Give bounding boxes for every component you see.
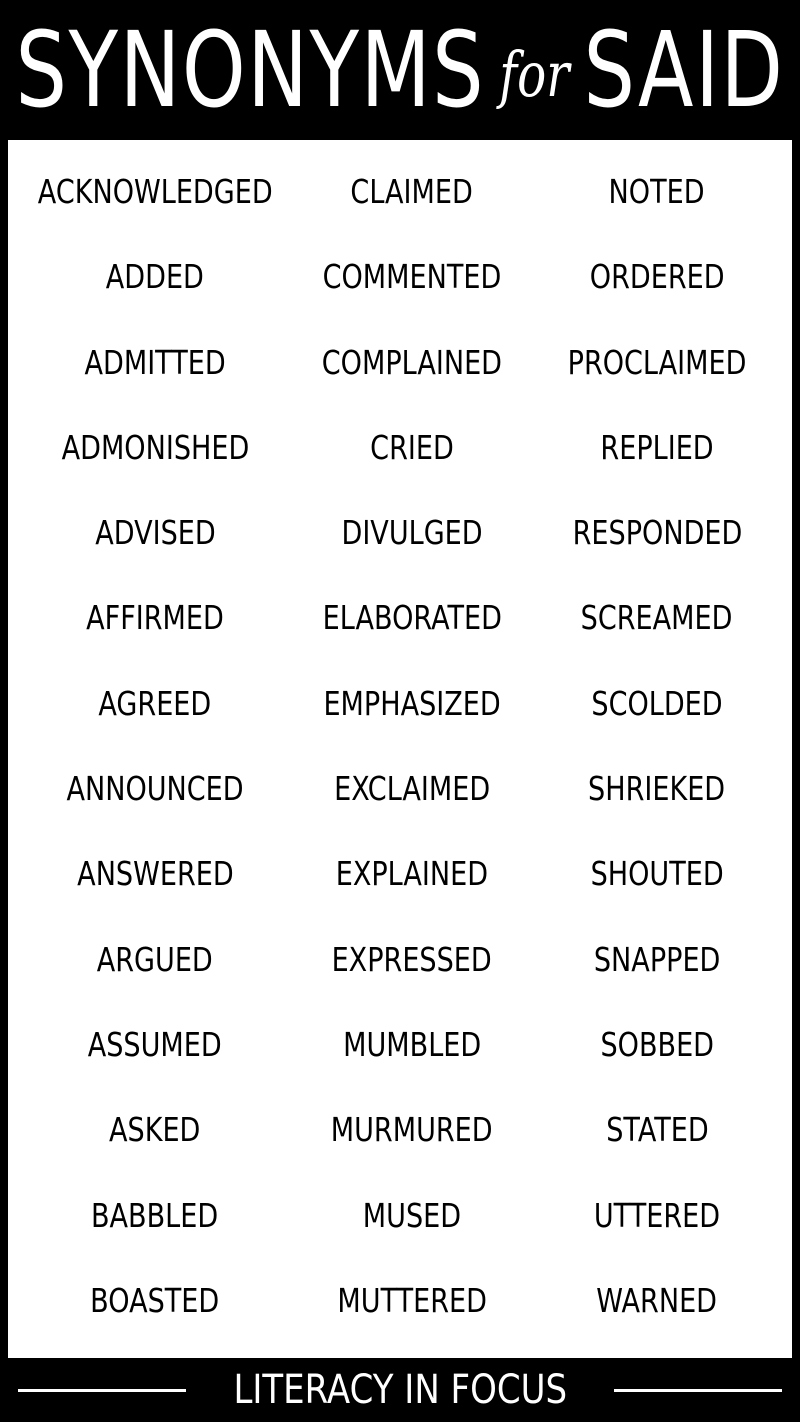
synonym-word-text: ARGUED: [96, 939, 214, 979]
synonym-word: ARGUED: [8, 932, 302, 1017]
synonym-word: SCOLDED: [522, 676, 792, 761]
synonym-word: SHOUTED: [522, 846, 792, 931]
synonym-word: SHRIEKED: [522, 761, 792, 846]
synonym-word-text: EMPHASIZED: [323, 683, 501, 723]
synonym-word: STATED: [522, 1102, 792, 1187]
synonym-word: EXPRESSED: [302, 932, 522, 1017]
synonym-word-text: SCREAMED: [581, 598, 733, 638]
footer: LITERACY IN FOCUS: [0, 1358, 800, 1422]
synonym-word-text: REPLIED: [600, 427, 714, 467]
synonym-word-text: ADVISED: [94, 513, 216, 553]
synonym-word: AGREED: [8, 676, 302, 761]
synonym-word-text: AFFIRMED: [86, 598, 224, 638]
synonym-word-text: NOTED: [608, 172, 706, 211]
synonym-word-text: SOBBED: [600, 1024, 714, 1064]
synonym-word: UTTERED: [522, 1188, 792, 1273]
synonym-word-text: ANSWERED: [76, 854, 234, 894]
synonym-word: ACKNOWLEDGED: [8, 164, 302, 249]
synonym-word-text: BOASTED: [90, 1280, 220, 1320]
synonym-word: ADMITTED: [8, 335, 302, 420]
synonym-word-text: WARNED: [596, 1280, 718, 1320]
synonym-word-text: SCOLDED: [591, 683, 723, 723]
synonym-word: COMPLAINED: [302, 335, 522, 420]
synonym-word-text: CLAIMED: [350, 172, 474, 211]
synonym-word-text: SHRIEKED: [588, 769, 726, 809]
synonym-word: WARNED: [522, 1273, 792, 1358]
synonym-word-text: UTTERED: [593, 1195, 721, 1235]
synonym-word: EXPLAINED: [302, 846, 522, 931]
synonym-word: EXCLAIMED: [302, 761, 522, 846]
synonym-word: ADDED: [8, 249, 302, 334]
synonym-word-text: STATED: [605, 1110, 709, 1150]
synonym-word-text: ADMONISHED: [61, 427, 249, 467]
title-said: SAID: [583, 9, 785, 131]
synonym-word: EMPHASIZED: [302, 676, 522, 761]
synonym-word: RESPONDED: [522, 505, 792, 590]
synonym-word: ADMONISHED: [8, 420, 302, 505]
synonym-word-text: ASKED: [109, 1110, 201, 1150]
synonym-word: CRIED: [302, 420, 522, 505]
synonym-word: MUTTERED: [302, 1273, 522, 1358]
title-synonyms: SYNONYMS: [15, 9, 486, 131]
synonym-word: REPLIED: [522, 420, 792, 505]
synonym-word-text: EXCLAIMED: [333, 769, 491, 809]
synonym-word: ANSWERED: [8, 846, 302, 931]
synonym-word: COMMENTED: [302, 249, 522, 334]
synonym-word: MUSED: [302, 1188, 522, 1273]
synonym-word-text: MUMBLED: [342, 1024, 482, 1064]
synonym-word-text: PROCLAIMED: [567, 342, 747, 382]
synonym-word-text: EXPLAINED: [335, 854, 489, 894]
synonym-word-text: COMPLAINED: [321, 342, 503, 382]
synonym-word: SNAPPED: [522, 932, 792, 1017]
synonym-word-text: ASSUMED: [88, 1024, 222, 1064]
synonym-word: ADVISED: [8, 505, 302, 590]
synonym-word-text: RESPONDED: [572, 513, 742, 553]
synonym-word-text: ADDED: [105, 257, 205, 297]
synonym-word: ASSUMED: [8, 1017, 302, 1102]
synonym-word-text: CRIED: [370, 427, 454, 467]
synonym-word-text: MURMURED: [331, 1110, 493, 1150]
page-title: SYNONYMS for SAID: [15, 18, 784, 122]
synonym-word-text: BABBLED: [91, 1195, 219, 1235]
synonym-word-text: DIVULGED: [341, 513, 483, 553]
synonym-word: BABBLED: [8, 1188, 302, 1273]
synonym-word-text: EXPRESSED: [331, 939, 493, 979]
synonym-word: MURMURED: [302, 1102, 522, 1187]
synonym-word-text: ORDERED: [589, 257, 725, 297]
synonym-word: MUMBLED: [302, 1017, 522, 1102]
synonym-word: BOASTED: [8, 1273, 302, 1358]
synonym-word: DIVULGED: [302, 505, 522, 590]
word-panel: ACKNOWLEDGED CLAIMED NOTED ADDED COMMENTED OR…: [8, 140, 792, 1358]
footer-divider-right: [614, 1388, 782, 1392]
synonym-word: ELABORATED: [302, 590, 522, 675]
synonym-word: SCREAMED: [522, 590, 792, 675]
synonym-word-text: SHOUTED: [590, 854, 724, 894]
synonym-word: PROCLAIMED: [522, 335, 792, 420]
footer-divider-left: [18, 1388, 186, 1392]
title-for: for: [499, 38, 570, 111]
synonym-word-text: MUTTERED: [337, 1280, 487, 1320]
synonym-word-text: ANNOUNCED: [66, 769, 244, 809]
synonym-word-text: ACKNOWLEDGED: [37, 172, 273, 211]
synonym-word-text: ELABORATED: [322, 598, 502, 638]
synonym-word: ORDERED: [522, 249, 792, 334]
header: SYNONYMS for SAID: [0, 0, 800, 140]
synonym-word: NOTED: [522, 164, 792, 249]
synonym-word: AFFIRMED: [8, 590, 302, 675]
word-grid: ACKNOWLEDGED CLAIMED NOTED ADDED COMMENTED OR…: [8, 164, 792, 1358]
synonym-word: CLAIMED: [302, 164, 522, 249]
synonym-word: ASKED: [8, 1102, 302, 1187]
synonym-word-text: SNAPPED: [593, 939, 721, 979]
synonym-word: SOBBED: [522, 1017, 792, 1102]
synonym-word: ANNOUNCED: [8, 761, 302, 846]
synonym-word-text: ADMITTED: [84, 342, 226, 382]
footer-brand: LITERACY IN FOCUS: [233, 1367, 567, 1413]
synonym-word-text: MUSED: [362, 1195, 462, 1235]
synonym-word-text: COMMENTED: [322, 257, 502, 297]
synonym-word-text: AGREED: [98, 683, 212, 723]
